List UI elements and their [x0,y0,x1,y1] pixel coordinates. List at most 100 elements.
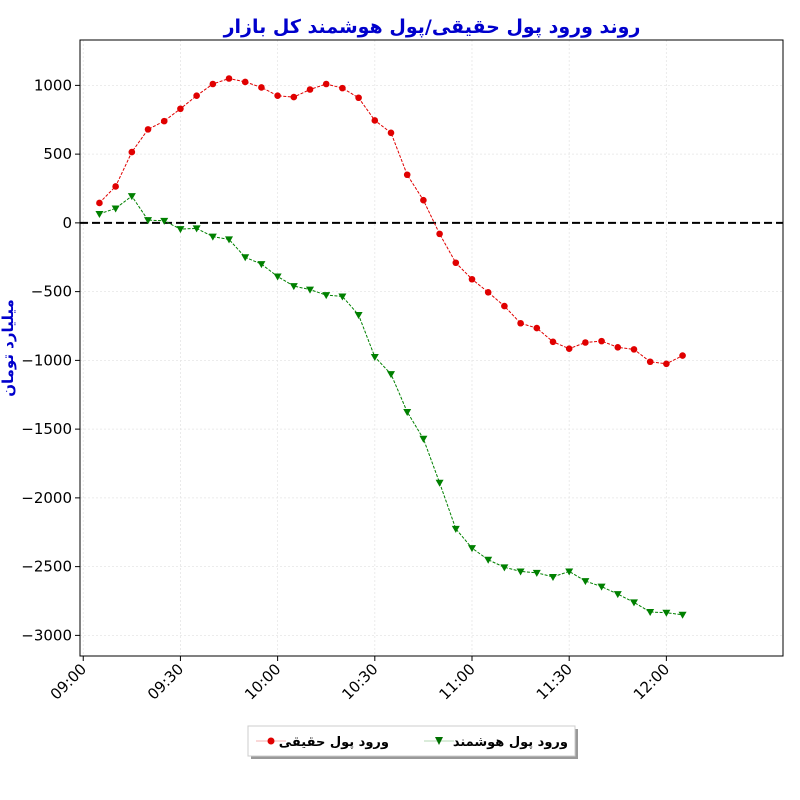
series-1-point [241,254,250,262]
series-1-point [548,573,557,581]
series-0-point [112,183,119,190]
series-1-point [678,611,687,619]
legend-smart-label: ورود پول هوشمند [453,735,568,750]
series-1-point [160,217,169,225]
series-1-point [322,292,331,300]
series-1-point [225,236,234,244]
y-tick-label: 500 [43,145,72,163]
series-1-line [99,195,683,616]
x-tick-label: 12:00 [630,660,673,703]
series-0-point [679,352,686,359]
series-0-point [501,302,508,310]
series-1-point [403,408,412,416]
series-1-point [306,286,315,294]
series-1-point [370,353,379,361]
series-0-point [517,319,524,327]
y-tick-label: −1000 [21,351,72,369]
series-0-point [160,117,168,125]
series-0-point [355,94,362,102]
y-tick-label: −500 [31,283,72,301]
series-1-point [629,599,638,607]
series-1-point [419,435,428,443]
legend: ورود پول حقیقی ورود پول هوشمند [247,725,578,759]
series-0-point [339,84,346,92]
series-1-point [354,312,363,319]
series-1-point [435,479,444,487]
series-1-point [127,193,136,201]
series-1-point [111,205,120,213]
series-layer [95,75,687,619]
series-1-point [500,564,509,572]
series-0-point [306,86,314,93]
chart-title: روند ورود پول حقیقی/پول هوشمند کل بازار [223,16,641,38]
plot-frame [79,39,784,657]
series-1-point [387,371,396,379]
series-0-point [322,80,330,88]
legend-box [247,725,576,757]
series-0-point [209,80,217,88]
series-0-point [533,324,541,332]
series-1-point [467,545,476,553]
series-0-point [387,129,395,137]
series-0-point [177,105,184,113]
series-0-point [403,171,411,179]
x-tick-label: 09:00 [47,660,90,703]
series-0-point [371,117,379,124]
series-1-point [532,569,541,577]
grid [80,40,783,656]
series-1-point [565,568,574,576]
series-0-point [614,344,622,351]
y-axis-label: میلیارد تومان [0,299,17,397]
series-0-point [565,345,573,352]
series-0-point [630,346,638,353]
series-1-point [208,233,217,241]
series-1-point [646,609,655,616]
series-0-point [663,360,670,368]
y-tick-label: 1000 [34,76,72,94]
series-1-point [192,225,201,233]
series-0-point [144,126,152,133]
series-0-point [128,148,136,156]
series-0-line [99,77,683,365]
x-tick-label: 09:30 [144,660,187,703]
series-0-point [258,84,265,91]
series-1-point [484,556,493,564]
x-tick-label: 10:30 [338,660,381,703]
series-1-point [289,283,298,291]
series-0-point [598,337,605,345]
series-1-point [516,568,525,576]
y-tick-label: −2000 [21,489,72,507]
series-0-point [420,196,427,204]
series-0-point [468,275,476,283]
x-tick-label: 11:30 [533,660,576,703]
axes: 1000 500 0 −500 −1000 −1500 −2000 −2500 −3000 09:… [21,39,784,703]
series-0-point [549,338,557,346]
y-tick-label: −2500 [21,558,72,576]
series-1-point [662,609,671,617]
legend-smart-marker [435,737,443,745]
series-1-point [144,217,153,225]
series-0-point [96,199,103,207]
series-1-point [273,273,282,281]
series-0-point [484,289,492,296]
series-0-point [452,259,460,267]
series-0-point [193,92,200,99]
y-tick-label: 0 [62,214,72,232]
series-0-point [290,93,298,101]
legend-real-label: ورود پول حقیقی [279,735,389,750]
series-0-point [241,78,249,86]
y-tick-label: −3000 [21,626,72,644]
series-0-point [225,75,233,82]
series-1-point [257,261,266,269]
series-1-point [597,583,606,591]
series-1-point [95,210,104,218]
legend-real-marker [267,737,275,745]
y-tick-label: −1500 [21,420,72,438]
series-0-point [436,230,443,238]
series-1-point [451,525,460,533]
series-0-point [646,358,654,366]
x-tick-label: 11:00 [436,660,479,703]
series-1-point [581,578,590,586]
series-0-point [582,339,589,346]
